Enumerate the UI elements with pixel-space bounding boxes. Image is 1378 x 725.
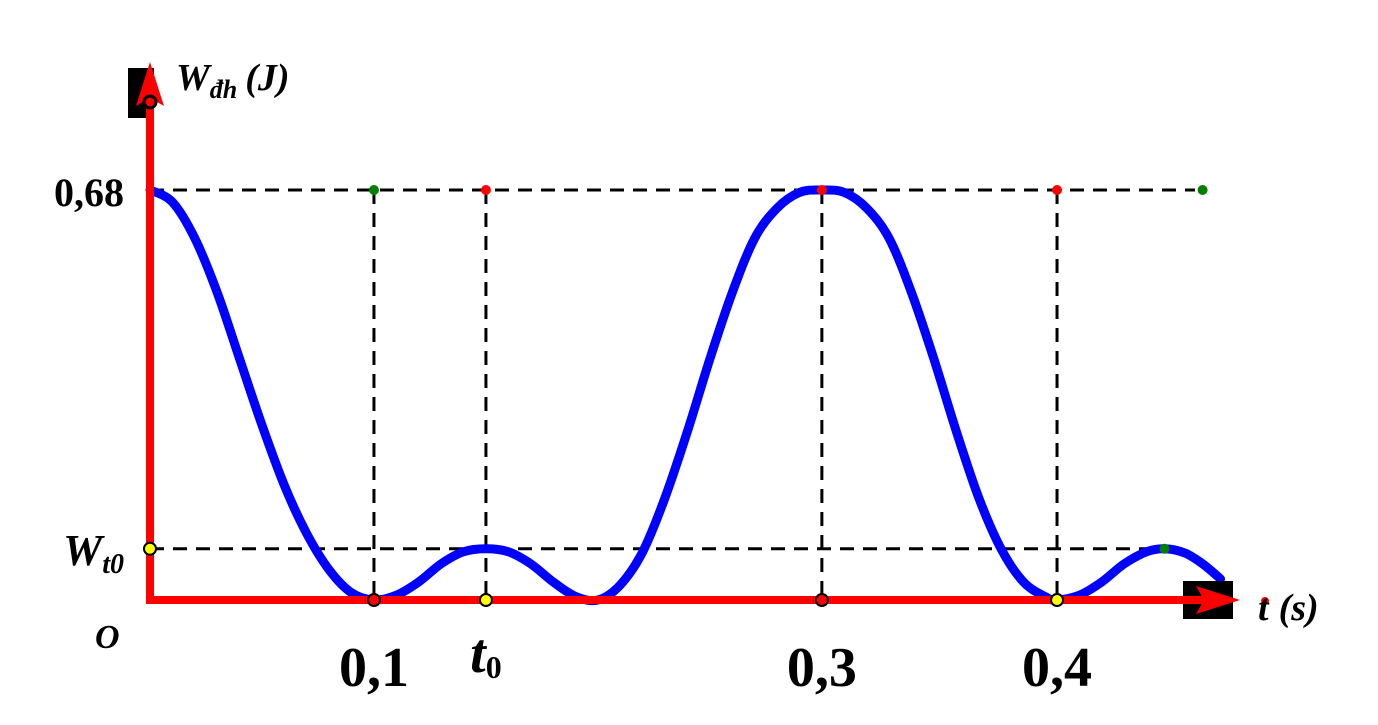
series-line <box>145 185 1226 606</box>
ring-marker <box>1050 593 1065 607</box>
dot-marker <box>368 185 379 195</box>
dot-marker <box>816 185 827 195</box>
y-tick-label: 0,68 <box>54 170 124 215</box>
x-tick-label: t0 <box>470 623 502 685</box>
dot-marker <box>480 185 491 195</box>
x-axis-label: t (s) <box>1258 587 1319 629</box>
labels: Wđh (J) t (s) O <box>95 57 1319 656</box>
y-tick-label: Wt0 <box>63 526 124 580</box>
ring-marker <box>366 593 381 607</box>
ring-marker <box>143 541 157 556</box>
tick-labels: 0,68 Wt0 0,1 t0 0,3 0,4 <box>54 170 1092 699</box>
x-tick-label: 0,4 <box>1022 637 1092 699</box>
x-tick-label: 0,1 <box>339 637 409 699</box>
dot-marker <box>1197 185 1208 195</box>
x-tick-label: 0,3 <box>787 637 857 699</box>
dot-marker <box>1052 185 1063 195</box>
markers <box>143 185 1208 607</box>
curve-group <box>145 185 1226 606</box>
origin-label: O <box>95 619 120 656</box>
x-axis-arrow-icon <box>1196 586 1240 614</box>
y-axis-label: Wđh (J) <box>176 57 290 104</box>
y-axis-subscript: đh <box>210 75 237 104</box>
x-axis-unit: (s) <box>1279 587 1319 629</box>
dot-marker <box>1159 543 1170 554</box>
y-axis-arrow-icon <box>136 62 164 106</box>
y-axis-symbol: W <box>176 57 213 99</box>
x-axis-symbol: t <box>1258 587 1270 629</box>
x-axis-end-marker <box>1261 597 1269 605</box>
ring-marker <box>814 593 829 607</box>
axes <box>128 62 1269 619</box>
y-axis-unit: (J) <box>245 57 289 99</box>
ring-marker <box>478 593 493 607</box>
y-axis-end-marker <box>142 94 158 110</box>
